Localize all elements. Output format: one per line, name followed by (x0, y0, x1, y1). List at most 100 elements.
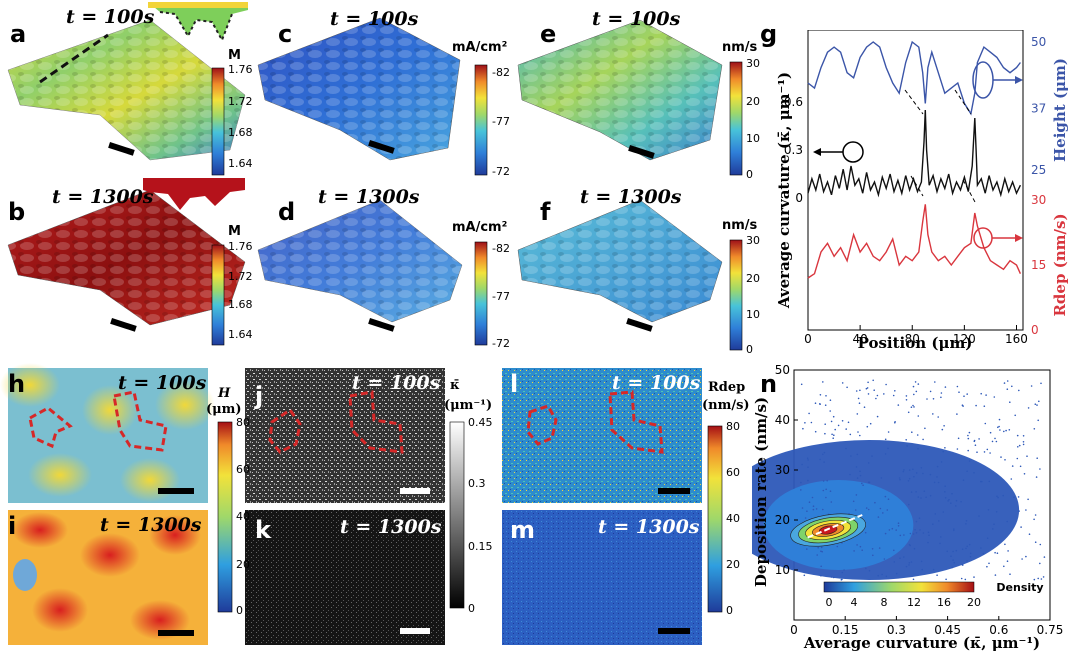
n-scatter-point (922, 438, 924, 441)
n-scatter-point (913, 393, 915, 396)
n-scatter-point (1003, 382, 1006, 384)
time-label-h: t = 100s (118, 372, 207, 394)
n-scatter-point (888, 529, 891, 531)
cb-j-tick-1: 0.3 (468, 477, 486, 490)
n-scatter-point (988, 562, 990, 565)
n-density-tick: 8 (881, 596, 888, 609)
time-label-a: t = 100s (66, 6, 155, 28)
time-label-j: t = 100s (352, 372, 441, 394)
cb-f-tick-0: 30 (746, 234, 760, 247)
n-scatter-point (942, 450, 944, 453)
n-scatter-point (939, 542, 941, 545)
n-scatter-point (1034, 541, 1037, 543)
n-scatter-point (928, 534, 930, 537)
n-scatter-point (1020, 526, 1022, 528)
n-scatter-point (926, 398, 928, 400)
n-scatter-point (1006, 388, 1009, 390)
n-scatter-point (857, 397, 860, 400)
n-scatter-point (968, 460, 971, 462)
n-scatter-point (974, 444, 977, 446)
n-scatter-point (944, 491, 946, 493)
n-trend-line (807, 514, 863, 539)
n-scatter-point (834, 428, 836, 431)
n-scatter-point (822, 381, 824, 383)
cb-h-tick-0: 80 (236, 416, 250, 429)
cb-l-tick-3: 20 (726, 558, 740, 571)
n-scatter-point (859, 389, 861, 392)
n-scatter-point (988, 480, 991, 483)
n-scatter-point (822, 489, 825, 492)
n-scatter-point (800, 383, 803, 386)
panel-label-j: j (255, 382, 264, 410)
n-scatter-point (1003, 565, 1005, 568)
n-scatter-point (955, 499, 958, 502)
n-scatter-point (907, 411, 910, 414)
n-scatter-point (948, 498, 950, 501)
n-scatter-point (871, 548, 874, 550)
n-scatter-point (1039, 543, 1042, 546)
n-scatter-point (867, 393, 870, 395)
n-scatter-point (1028, 533, 1031, 535)
n-scatter-point (807, 479, 809, 482)
n-ytick-label: 50 (775, 363, 790, 377)
n-xtick-label: 0 (790, 623, 798, 637)
n-scatter-point (945, 578, 947, 581)
n-scatter-point (832, 437, 834, 439)
n-xtick-label: 0.45 (934, 623, 961, 637)
n-scatter-point (832, 576, 835, 579)
n-scatter-point (1033, 578, 1036, 581)
n-xlabel: Average curvature (κ̄, μm⁻¹) (803, 634, 1040, 652)
n-scatter-point (946, 550, 948, 553)
n-scatter-point (965, 547, 967, 550)
n-scatter-point (872, 554, 874, 557)
n-scatter-point (975, 404, 977, 407)
n-scatter-point (919, 529, 921, 531)
g-rdep-line (807, 204, 1022, 279)
n-scatter-point (1007, 550, 1009, 552)
n-scatter-point (933, 481, 936, 484)
n-scatter-point (961, 404, 964, 406)
n-scatter-point (1002, 494, 1004, 497)
surface-e (517, 19, 723, 161)
n-scatter-point (944, 386, 947, 388)
n-scatter-point (985, 394, 987, 396)
n-scatter-point (822, 480, 825, 482)
n-scatter-point (903, 556, 905, 558)
n-scatter-point (855, 390, 858, 392)
n-scatter-point (905, 565, 908, 568)
panel-label-a: a (10, 20, 27, 48)
n-scatter-point (912, 578, 915, 581)
n-scatter-point (915, 390, 918, 393)
n-scatter-point (942, 511, 945, 513)
n-scatter-point (1022, 435, 1025, 437)
n-scatter-point (850, 455, 852, 457)
n-scatter-point (998, 425, 1000, 428)
n-scatter-point (963, 395, 965, 397)
n-xtick-label: 0.75 (1037, 623, 1064, 637)
n-scatter-point (872, 379, 874, 382)
n-scatter-point (915, 520, 918, 523)
n-density-tick: 16 (937, 596, 951, 609)
n-scatter-point (937, 481, 940, 484)
n-scatter-point (1025, 555, 1027, 558)
panel-label-e: e (540, 20, 557, 48)
n-scatter-point (825, 496, 827, 499)
n-scatter-point (877, 516, 880, 518)
n-scatter-point (956, 413, 958, 415)
n-scatter-point (924, 427, 926, 430)
panel-label-n: n (760, 370, 778, 398)
map-j (245, 368, 445, 503)
map-m (502, 510, 702, 645)
cb-e-tick-1: 20 (746, 95, 760, 108)
n-scatter-point (1034, 514, 1037, 516)
n-scatter-point (845, 447, 847, 450)
n-scatter-point (856, 544, 858, 546)
n-scatter-point (814, 430, 817, 433)
n-xtick-label: 0.15 (832, 623, 859, 637)
n-scatter-point (829, 490, 832, 492)
colorbar-unit-l-b: (nm/s) (702, 398, 750, 413)
n-scatter-point (883, 558, 886, 560)
density-colorbar (823, 581, 975, 593)
n-scatter-point (821, 550, 823, 553)
map-i (8, 510, 208, 645)
